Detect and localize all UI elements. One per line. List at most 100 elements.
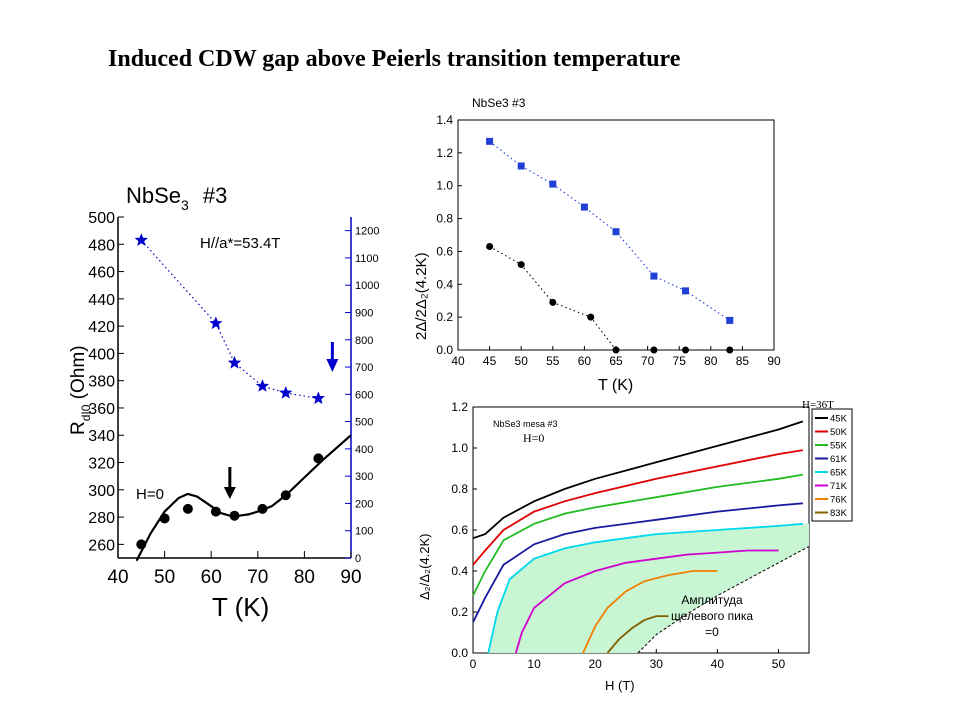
left-y-tick-label: 440: [88, 292, 115, 309]
left-y-tick-label: 480: [88, 237, 115, 254]
top-chart-axes: 40 45 50 55 60 65 70 75 80 85 90 0.0 0.2 0.4 0.6 0.8 1.0…: [436, 113, 781, 368]
zero-amplitude-boundary: [637, 545, 810, 654]
top-y-tick-label: 1.2: [436, 146, 453, 160]
right-y-tick-label: 900: [355, 307, 373, 319]
gap-curve-45K: [472, 420, 804, 540]
gap-curve-83K: [606, 615, 669, 654]
field-star-point: [209, 316, 223, 330]
bottom-y-tick-label: 0.0: [451, 646, 468, 660]
right-y-tick-label: 400: [355, 444, 373, 456]
bottom-chart-title: NbSe3 mesa #3: [493, 419, 558, 429]
left-x-tick-label: 40: [107, 567, 128, 588]
legend-label: 65K: [830, 468, 848, 479]
circle-point: [517, 261, 525, 269]
square-point: [650, 272, 658, 280]
gap-curve-65K: [487, 522, 803, 654]
left-y-tick-label: 360: [88, 401, 115, 418]
circle-point: [587, 313, 595, 321]
right-y-tick-label: 700: [355, 362, 373, 374]
left-chart-marks: [134, 233, 339, 550]
resistance-point: [182, 503, 193, 514]
gap-temperature-chart: 40 45 50 55 60 65 70 75 80 85 90 0.0 0.2 0.4 0.6 0.8 1.0…: [413, 96, 781, 394]
left-x-tick-label: 60: [201, 567, 222, 588]
page-title: Induced CDW gap above Peierls transition…: [108, 46, 681, 72]
top-y-tick-label: 0.2: [436, 310, 453, 324]
top-x-tick-label: 85: [736, 354, 750, 368]
top-y-tick-label: 0.0: [436, 343, 453, 357]
resistance-chart: 40 50 60 70 80 90 260 280 300 320 340 360 380 400 420 4…: [68, 183, 379, 622]
resistance-point: [159, 513, 170, 524]
right-y-tick-label: 500: [355, 417, 373, 429]
bottom-x-tick-label: 10: [527, 657, 541, 671]
bottom-chart-subtitle: H=0: [523, 431, 544, 445]
gap-curve-50K: [472, 449, 804, 566]
bottom-y-axis-label: Δ₂/Δ₂(4.2K): [417, 534, 432, 600]
legend-box: [811, 408, 853, 522]
top-x-tick-label: 70: [641, 354, 655, 368]
left-x-tick-label: 70: [247, 567, 268, 588]
bottom-y-tick-label: 0.6: [451, 523, 468, 537]
bottom-chart-curves: [472, 420, 810, 654]
right-y-tick-label: 300: [355, 471, 373, 483]
field-star-point: [255, 379, 270, 392]
square-point: [580, 203, 588, 211]
annotation-line-1: Амплитуда: [681, 593, 743, 607]
circle-point: [650, 346, 658, 354]
legend-label: 50K: [830, 427, 848, 438]
resistance-point: [257, 503, 268, 514]
top-x-tick-label: 45: [483, 354, 497, 368]
square-point: [486, 137, 494, 145]
legend-header: H=36T: [802, 399, 834, 411]
legend-label: 61K: [830, 454, 848, 465]
square-point: [612, 228, 620, 236]
left-y-tick-label: 420: [88, 319, 115, 336]
top-y-tick-label: 1.0: [436, 179, 453, 193]
circle-point: [549, 298, 557, 306]
gap-field-chart: 0 10 20 30 40 50 0.0 0.2 0.4 0.6 0.8 1.0 1.2 NbSe3 m…: [417, 399, 853, 693]
top-chart-title: NbSe3 #3: [472, 96, 526, 110]
right-y-tick-label: 1100: [355, 253, 379, 265]
right-y-tick-label: 100: [355, 526, 373, 538]
top-x-tick-label: 75: [673, 354, 687, 368]
left-y-tick-label: 260: [88, 537, 115, 554]
star-series-line: [140, 239, 319, 399]
bottom-x-tick-label: 0: [470, 657, 477, 671]
legend-label: 55K: [830, 441, 848, 452]
top-x-tick-label: 55: [546, 354, 560, 368]
bottom-x-tick-label: 40: [711, 657, 725, 671]
bottom-y-tick-label: 0.8: [451, 482, 468, 496]
left-chart-axes: 40 50 60 70 80 90 260 280 300 320 340 360 380 400 420 4…: [88, 210, 379, 588]
legend-label: 45K: [830, 414, 848, 425]
field-star-point: [227, 355, 242, 369]
left-y-tick-label: 320: [88, 456, 115, 473]
top-y-tick-label: 0.4: [436, 277, 453, 291]
top-x-tick-label: 40: [451, 354, 465, 368]
field-star-point: [279, 386, 293, 399]
square-point: [517, 162, 525, 170]
bottom-x-tick-label: 50: [772, 657, 786, 671]
legend: 45K 50K 55K 61K 65K 71K 76K 83K: [811, 408, 853, 522]
top-x-tick-label: 60: [578, 354, 592, 368]
top-chart-marks: [486, 137, 734, 354]
left-y-tick-label: 500: [88, 210, 115, 227]
h-field-annotation: H//a*=53.4T: [200, 235, 280, 252]
bottom-y-tick-label: 0.4: [451, 564, 468, 578]
right-y-tick-label: 600: [355, 389, 373, 401]
square-point: [726, 316, 734, 324]
legend-label: 71K: [830, 481, 848, 492]
top-x-tick-label: 90: [767, 354, 781, 368]
left-y-tick-label: 400: [88, 346, 115, 363]
right-y-tick-label: 1200: [355, 226, 379, 238]
left-x-tick-label: 90: [340, 567, 361, 588]
gap-curve-76K: [582, 570, 718, 654]
square-series-line: [489, 140, 731, 321]
left-y-tick-label: 460: [88, 265, 115, 282]
gap-curve-71K: [514, 549, 779, 654]
top-x-tick-label: 65: [609, 354, 623, 368]
bottom-y-tick-label: 1.0: [451, 441, 468, 455]
resistance-point: [313, 453, 324, 464]
square-point: [549, 180, 557, 188]
zero-amplitude-region: [488, 523, 809, 653]
circle-point: [726, 346, 734, 354]
bottom-y-tick-label: 1.2: [451, 400, 468, 414]
